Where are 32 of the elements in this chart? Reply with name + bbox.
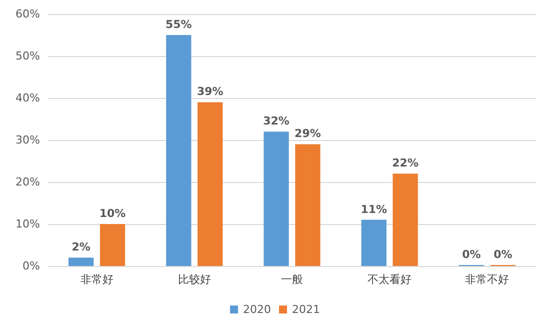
- data-label: 32%: [263, 114, 290, 128]
- x-tick-label: 一般: [281, 273, 303, 286]
- y-tick-label: 30%: [16, 134, 40, 146]
- data-label: 55%: [166, 18, 192, 31]
- legend-label: 2020: [243, 303, 272, 316]
- data-label: 22%: [392, 156, 418, 170]
- x-tick-label: 非常好: [80, 273, 114, 286]
- data-label: 2%: [72, 240, 90, 254]
- bar: [166, 35, 192, 266]
- legend-label: 2021: [292, 303, 320, 316]
- data-label: 10%: [99, 207, 126, 220]
- bar: [392, 174, 418, 266]
- data-label: 0%: [462, 248, 481, 261]
- bar: [264, 132, 289, 266]
- data-label: 0%: [494, 248, 512, 261]
- y-tick-label: 40%: [16, 92, 40, 104]
- bar: [198, 102, 223, 266]
- data-label: 39%: [196, 85, 224, 98]
- y-tick-label: 10%: [16, 218, 40, 230]
- bar: [295, 144, 320, 266]
- bar: [361, 220, 386, 266]
- data-label: 29%: [294, 127, 321, 140]
- bar: [68, 258, 94, 266]
- y-tick-label: 60%: [16, 8, 40, 20]
- y-tick-label: 0%: [22, 260, 40, 272]
- x-tick-label: 非常不好: [465, 273, 510, 286]
- y-tick-label: 50%: [16, 50, 40, 62]
- bar: [100, 224, 126, 266]
- y-tick-label: 20%: [16, 176, 40, 188]
- data-label: 11%: [360, 202, 388, 216]
- x-tick-label: 比较好: [178, 273, 211, 286]
- x-tick-label: 不太看好: [368, 273, 412, 286]
